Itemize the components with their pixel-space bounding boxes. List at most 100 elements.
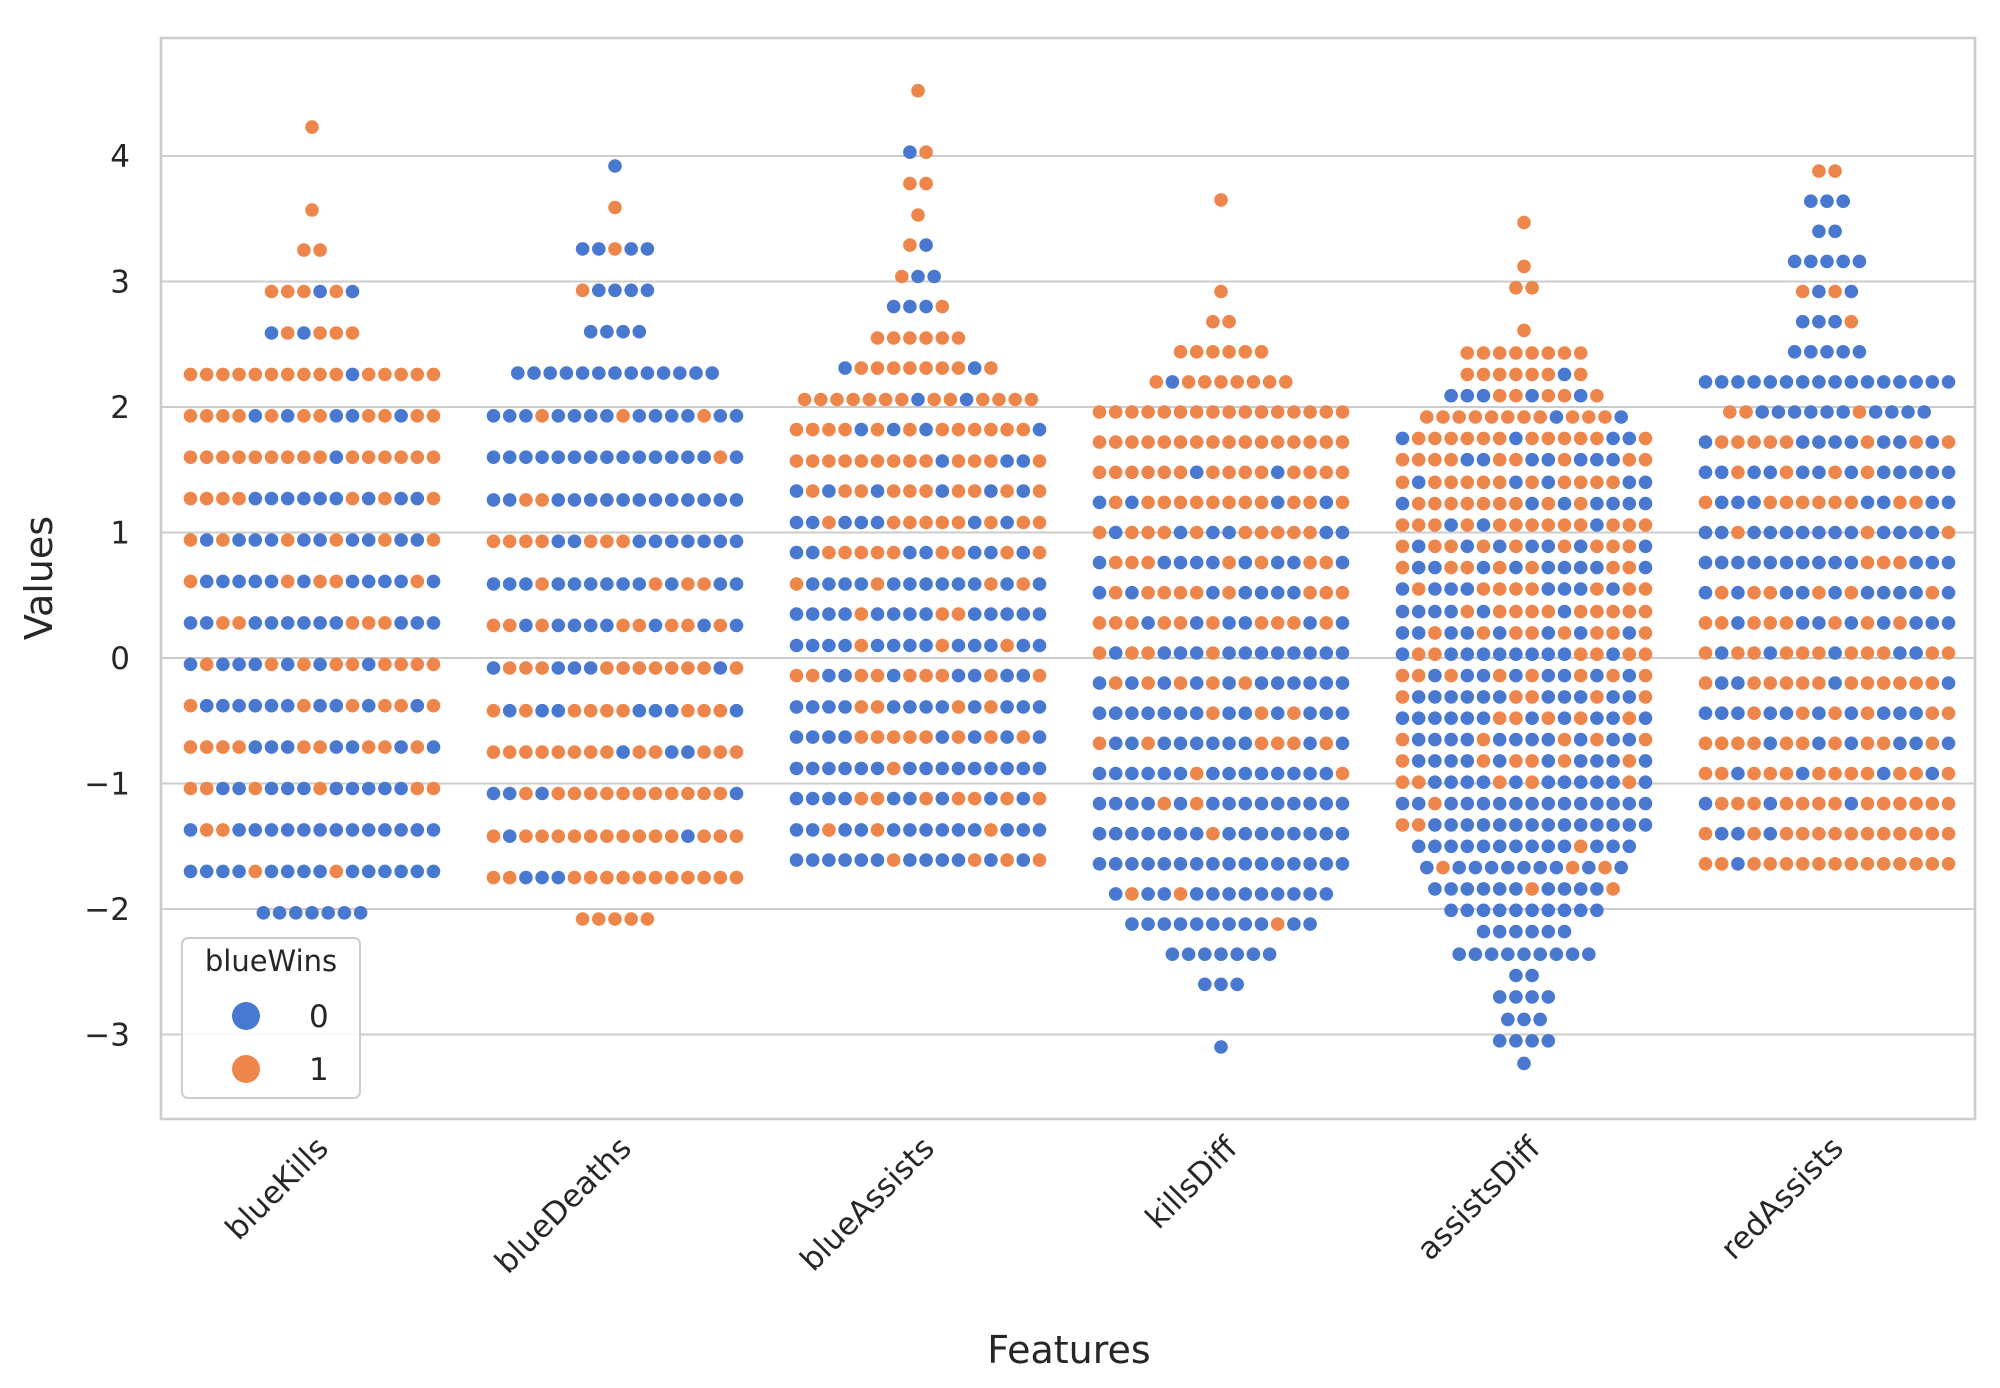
swarm-point bbox=[1731, 676, 1745, 690]
swarm-point bbox=[297, 864, 311, 879]
swarm-point bbox=[1714, 616, 1729, 630]
swarm-point bbox=[935, 331, 950, 345]
swarm-point bbox=[1812, 555, 1826, 570]
swarm-point bbox=[1509, 924, 1523, 939]
swarm-point bbox=[1573, 839, 1588, 854]
swarm-point bbox=[329, 657, 344, 672]
swarm-point bbox=[305, 120, 319, 134]
swarm-point bbox=[1893, 375, 1907, 389]
swarm-point bbox=[1492, 518, 1507, 532]
swarm-point bbox=[1714, 525, 1729, 540]
swarm-point bbox=[1108, 736, 1123, 751]
swarm-point bbox=[681, 661, 695, 675]
swarm-point bbox=[838, 361, 852, 375]
swarm-point bbox=[1428, 626, 1442, 640]
swarm-point bbox=[1238, 917, 1253, 931]
swarm-point bbox=[1606, 711, 1620, 725]
swarm-point bbox=[616, 534, 630, 549]
swarm-point bbox=[632, 870, 647, 885]
swarm-point bbox=[1638, 668, 1653, 683]
swarm-point bbox=[919, 823, 933, 837]
swarm-point bbox=[410, 740, 425, 754]
swarm-point bbox=[1860, 435, 1875, 449]
swarm-point bbox=[1844, 585, 1859, 600]
swarm-point bbox=[1885, 405, 1899, 419]
swarm-point bbox=[297, 698, 311, 713]
swarm-point bbox=[567, 786, 582, 801]
swarm-point bbox=[1909, 585, 1923, 600]
swarm-point bbox=[1460, 839, 1475, 854]
swarm-point bbox=[1335, 405, 1350, 419]
swarm-point bbox=[697, 703, 711, 718]
swarm-point bbox=[1763, 857, 1778, 871]
swarm-point bbox=[486, 661, 501, 675]
swarm-point bbox=[264, 781, 279, 796]
swarm-point bbox=[1812, 224, 1826, 239]
swarm-point bbox=[1032, 577, 1047, 591]
swarm-point bbox=[519, 534, 533, 549]
swarm-point bbox=[805, 853, 820, 867]
swarm-point bbox=[1319, 706, 1334, 720]
swarm-point bbox=[1812, 646, 1826, 660]
swarm-point bbox=[1395, 732, 1410, 747]
swarm-point bbox=[1254, 585, 1269, 600]
swarm-point bbox=[1509, 281, 1523, 295]
swarm-point bbox=[280, 284, 295, 299]
swarm-point bbox=[886, 823, 901, 837]
swarm-point bbox=[502, 450, 517, 465]
swarm-point bbox=[1525, 539, 1539, 554]
swarm-point bbox=[664, 618, 679, 633]
swarm-point bbox=[305, 906, 319, 920]
swarm-point bbox=[1141, 465, 1155, 480]
swarm-point bbox=[1525, 560, 1539, 575]
swarm-point bbox=[870, 331, 885, 345]
swarm-point bbox=[1590, 388, 1604, 403]
swarm-point bbox=[1541, 604, 1556, 619]
swarm-point bbox=[713, 870, 728, 885]
swarm-point bbox=[199, 698, 214, 713]
swarm-point bbox=[632, 618, 647, 633]
swarm-point bbox=[1189, 495, 1204, 510]
swarm-point bbox=[984, 515, 998, 530]
swarm-point bbox=[1638, 647, 1653, 661]
swarm-point bbox=[1189, 435, 1204, 449]
swarm-point bbox=[1509, 518, 1523, 532]
swarm-point bbox=[1460, 431, 1475, 446]
swarm-point bbox=[1108, 555, 1123, 570]
swarm-point bbox=[984, 761, 998, 776]
swarm-point bbox=[1000, 422, 1014, 437]
swarm-point bbox=[1411, 604, 1426, 619]
swarm-point bbox=[1411, 626, 1426, 640]
swarm-point bbox=[967, 607, 982, 621]
swarm-point bbox=[1844, 646, 1859, 660]
swarm-point bbox=[1941, 706, 1956, 720]
swarm-point bbox=[1189, 706, 1204, 720]
swarm-point bbox=[1092, 736, 1107, 751]
swarm-point bbox=[1222, 405, 1236, 419]
swarm-point bbox=[361, 409, 376, 423]
swarm-point bbox=[1173, 826, 1188, 841]
swarm-point bbox=[248, 864, 263, 879]
swarm-point bbox=[216, 409, 230, 423]
swarm-point bbox=[1622, 668, 1637, 683]
swarm-point bbox=[1476, 604, 1491, 619]
swarm-point bbox=[1525, 346, 1539, 360]
swarm-point bbox=[1812, 796, 1826, 811]
swarm-point bbox=[789, 515, 804, 530]
swarm-point bbox=[1444, 882, 1458, 896]
swarm-point bbox=[1606, 818, 1620, 832]
swarm-point bbox=[1238, 766, 1253, 781]
swarm-point bbox=[551, 870, 566, 885]
swarm-point bbox=[1173, 887, 1188, 901]
swarm-point bbox=[1492, 346, 1507, 360]
swarm-point bbox=[1411, 560, 1426, 575]
swarm-point bbox=[903, 668, 917, 683]
swarm-point bbox=[1428, 452, 1442, 467]
swarm-point bbox=[1812, 585, 1826, 600]
swarm-point bbox=[616, 324, 630, 339]
swarm-point bbox=[1573, 903, 1588, 918]
swarm-point bbox=[1860, 857, 1875, 871]
swarm-point bbox=[1590, 882, 1604, 896]
swarm-point bbox=[935, 700, 950, 714]
swarm-point bbox=[1444, 388, 1458, 403]
